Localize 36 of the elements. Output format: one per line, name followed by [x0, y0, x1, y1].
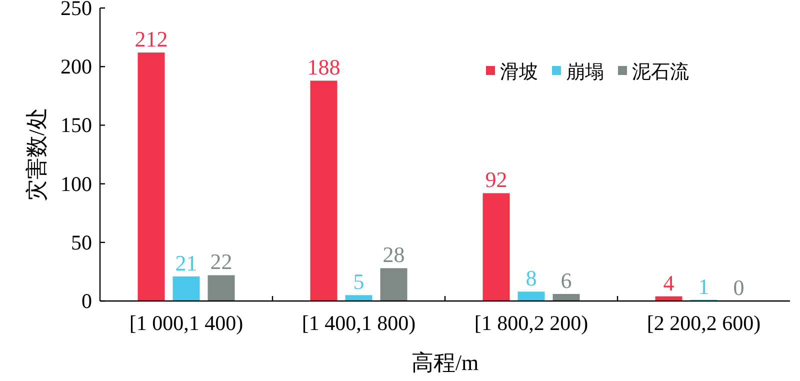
data-label: 28 — [382, 242, 405, 268]
y-tick-label: 100 — [60, 172, 92, 196]
data-label: 6 — [560, 268, 572, 293]
bar — [208, 275, 235, 301]
data-label: 212 — [134, 26, 168, 52]
data-label: 22 — [210, 249, 232, 274]
data-label: 92 — [485, 167, 508, 192]
bar — [482, 193, 510, 301]
bar — [310, 80, 338, 301]
y-tick-label: 250 — [60, 0, 92, 20]
x-tick-label: [2 200,2 600) — [646, 311, 761, 335]
y-axis-title: 灾害数/处 — [24, 107, 49, 202]
y-tick-label: 200 — [60, 54, 92, 79]
bar — [172, 276, 200, 301]
data-label: 188 — [307, 54, 340, 80]
data-label: 8 — [526, 266, 537, 291]
bar — [552, 294, 580, 301]
data-label: 0 — [733, 275, 744, 300]
y-tick-label: 0 — [82, 289, 92, 313]
y-tick-label: 150 — [60, 113, 92, 138]
legend-label: 滑坡 — [500, 62, 538, 83]
data-label: 21 — [175, 250, 198, 276]
x-tick-label: [1 800,2 200) — [474, 311, 588, 335]
legend-label: 泥石流 — [632, 61, 689, 83]
bar — [380, 268, 408, 301]
legend-label: 崩塌 — [566, 62, 604, 83]
data-label: 5 — [353, 269, 364, 294]
data-label: 4 — [663, 270, 674, 296]
data-label: 1 — [698, 274, 710, 299]
bar — [518, 292, 545, 301]
x-tick-label: [1 000,1 400) — [129, 311, 244, 335]
x-axis-title: 高程/m — [411, 350, 479, 375]
y-tick-label: 50 — [71, 230, 92, 254]
bar — [345, 295, 372, 301]
x-tick-label: [1 400,1 800) — [302, 311, 416, 335]
bar — [138, 52, 165, 301]
